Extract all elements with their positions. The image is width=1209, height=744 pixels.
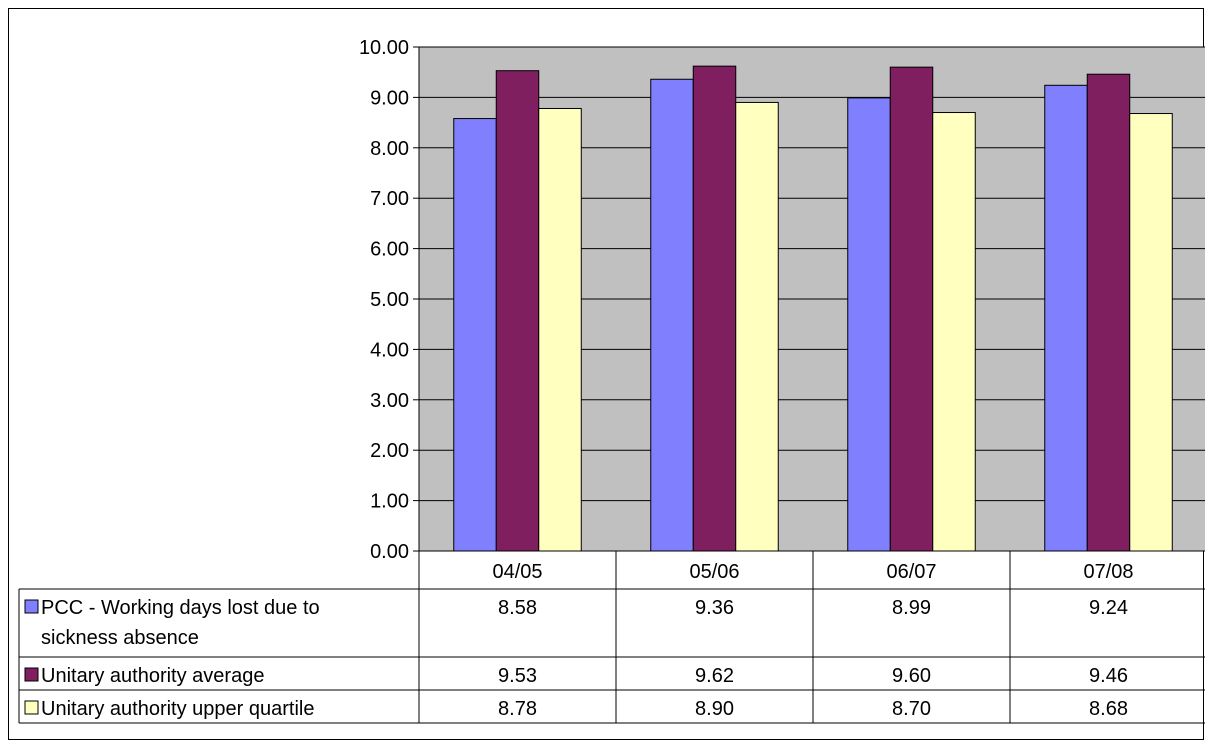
legend-label: Unitary authority upper quartile xyxy=(41,698,314,720)
data-label: 9.46 xyxy=(1089,665,1128,687)
y-tick-label: 10.00 xyxy=(359,37,409,59)
axes: 0.00 1.00 2.00 3.00 4.00 5.00 6.00 7.00 8.00 9.00… xyxy=(359,37,420,563)
y-tick-label: 9.00 xyxy=(370,87,409,109)
bar xyxy=(735,101,779,552)
bar xyxy=(1086,73,1131,552)
data-label: 8.99 xyxy=(892,597,931,619)
data-label: 8.58 xyxy=(498,597,537,619)
category-label: 04/05 xyxy=(492,561,542,583)
data-label: 9.24 xyxy=(1089,597,1128,619)
data-label: 8.78 xyxy=(498,698,537,720)
bar xyxy=(692,65,737,552)
bar xyxy=(932,112,976,552)
category-label: 07/08 xyxy=(1083,561,1133,583)
y-tick-label: 4.00 xyxy=(370,339,409,361)
legend-key xyxy=(24,599,39,614)
legend-label: Unitary authority average xyxy=(41,665,264,687)
bar xyxy=(453,118,497,552)
y-tick-label: 2.00 xyxy=(370,440,409,462)
bar xyxy=(1129,113,1173,552)
y-tick-label: 6.00 xyxy=(370,239,409,261)
legend-key xyxy=(24,700,39,715)
y-tick-label: 0.00 xyxy=(370,541,409,563)
data-label: 8.68 xyxy=(1089,698,1128,720)
bar xyxy=(847,97,891,552)
bar xyxy=(1044,84,1088,552)
y-tick-label: 7.00 xyxy=(370,188,409,210)
legend-key xyxy=(24,667,39,682)
y-tick-label: 1.00 xyxy=(370,491,409,513)
data-table: 04/05 05/06 06/07 07/08 PCC - Working days l… xyxy=(18,550,1205,724)
bar xyxy=(650,78,694,552)
y-tick-label: 3.00 xyxy=(370,390,409,412)
bars xyxy=(453,65,1173,552)
category-label: 05/06 xyxy=(689,561,739,583)
bar-chart: 0.00 1.00 2.00 3.00 4.00 5.00 6.00 7.00 8.00 9.00… xyxy=(18,37,1205,724)
data-label: 8.70 xyxy=(892,698,931,720)
y-tick-label: 8.00 xyxy=(370,138,409,160)
bar xyxy=(495,70,540,552)
bar xyxy=(538,107,582,552)
data-label: 9.60 xyxy=(892,665,931,687)
data-label: 9.53 xyxy=(498,665,537,687)
data-label: 9.36 xyxy=(695,597,734,619)
data-label: 8.90 xyxy=(695,698,734,720)
y-tick-label: 5.00 xyxy=(370,289,409,311)
legend-label: sickness absence xyxy=(41,627,199,649)
data-label: 9.62 xyxy=(695,665,734,687)
bar xyxy=(889,66,934,552)
legend-label: PCC - Working days lost due to xyxy=(41,597,320,619)
category-label: 06/07 xyxy=(886,561,936,583)
chart-frame: 0.00 1.00 2.00 3.00 4.00 5.00 6.00 7.00 8.00 9.00… xyxy=(8,8,1205,740)
